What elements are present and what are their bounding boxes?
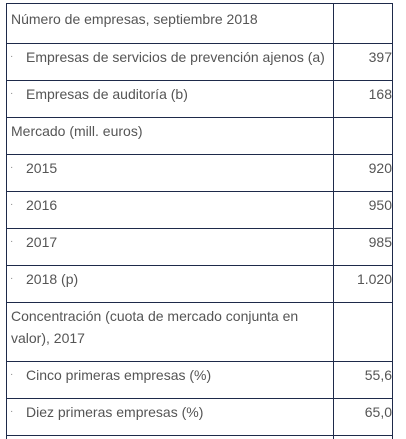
row-value: 1.020 (356, 271, 392, 287)
bullet-marker: · (10, 162, 14, 173)
row-value: 397 (368, 49, 392, 65)
table-rule (6, 302, 393, 303)
table-border-left (6, 3, 7, 439)
table-rule (6, 265, 393, 266)
bullet-marker: · (10, 273, 14, 284)
table-rule (6, 80, 393, 81)
table-column-divider (333, 3, 334, 439)
row-value: 65,0 (364, 404, 392, 420)
row-value: 950 (368, 197, 392, 213)
row-value: 920 (368, 160, 392, 176)
row-label: Mercado (mill. euros) (11, 123, 143, 139)
table-border-right (392, 3, 393, 439)
row-label: Concentración (cuota de mercado conjunta… (11, 308, 299, 346)
table-rule (6, 3, 393, 4)
row-label: 2016 (26, 197, 58, 213)
row-label: Diez primeras empresas (%) (26, 404, 204, 420)
bullet-marker: · (10, 369, 14, 380)
row-value: 168 (368, 86, 392, 102)
table-rule (6, 398, 393, 399)
table-rule (6, 191, 393, 192)
row-label: 2018 (p) (26, 271, 79, 287)
bullet-marker: · (10, 51, 14, 62)
table-rule (6, 43, 393, 44)
table-rule (6, 361, 393, 362)
row-label: 2015 (26, 160, 58, 176)
row-value: 55,6 (364, 367, 392, 383)
table-rule (6, 117, 393, 118)
row-label: Cinco primeras empresas (%) (26, 367, 212, 383)
table-rule (6, 154, 393, 155)
table-rule (6, 435, 393, 436)
table-rule (6, 228, 393, 229)
row-label: Número de empresas, septiembre 2018 (11, 11, 258, 27)
bullet-marker: · (10, 88, 14, 99)
row-value: 985 (368, 234, 392, 250)
row-label: Empresas de servicios de prevención ajen… (26, 49, 325, 65)
bullet-marker: · (10, 199, 14, 210)
bullet-marker: · (10, 236, 14, 247)
bullet-marker: · (10, 406, 14, 417)
row-label: Empresas de auditoría (b) (26, 86, 188, 102)
row-label: 2017 (26, 234, 58, 250)
